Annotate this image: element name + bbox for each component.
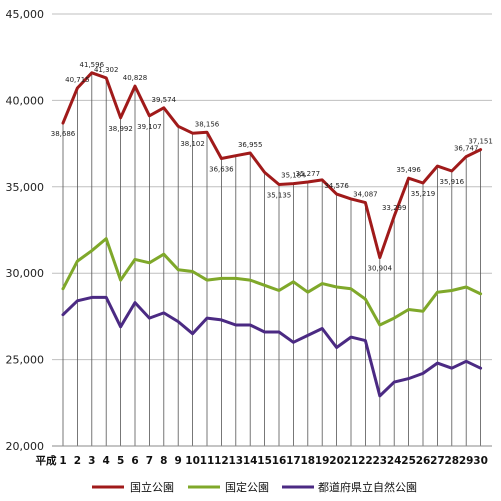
- legend-label-1: 国立公園: [130, 480, 174, 494]
- x-tick-label: 27: [430, 455, 445, 467]
- x-tick-label: 26: [416, 455, 431, 467]
- data-label: 34,087: [353, 191, 378, 199]
- x-tick-label: 29: [459, 455, 474, 467]
- x-tick-label: 21: [344, 455, 359, 467]
- x-tick-label: 22: [358, 455, 373, 467]
- x-tick-label: 4: [103, 455, 110, 467]
- series-line-3: [61, 295, 483, 398]
- data-label: 30,904: [368, 265, 393, 273]
- x-tick-label: 14: [243, 455, 258, 467]
- x-tick-label: 19: [315, 455, 330, 467]
- data-label: 40,715: [65, 76, 90, 84]
- legend-label-2: 国定公園: [225, 480, 269, 494]
- data-label: 35,496: [396, 166, 421, 174]
- x-tick-label: 25: [401, 455, 416, 467]
- x-tick-label: 15: [257, 455, 272, 467]
- y-tick-label: 25,000: [6, 354, 45, 367]
- x-tick-label: 24: [387, 455, 402, 467]
- x-tick-label: 10: [185, 455, 200, 467]
- data-label: 35,916: [440, 178, 465, 186]
- x-tick-label: 16: [272, 455, 287, 467]
- data-label: 36,636: [209, 166, 234, 174]
- y-tick-label: 45,000: [6, 8, 45, 21]
- data-label: 38,156: [195, 120, 220, 128]
- data-label: 38,102: [180, 140, 205, 148]
- x-tick-label: 11: [200, 455, 215, 467]
- data-label: 38,686: [51, 130, 76, 138]
- x-tick-label: 5: [117, 455, 124, 467]
- legend-label-3: 都道府県立自然公園: [318, 480, 417, 494]
- x-tick-label: 13: [228, 455, 243, 467]
- data-label: 35,184: [281, 172, 306, 180]
- data-label: 39,107: [137, 123, 162, 131]
- y-tick-label: 30,000: [6, 267, 45, 280]
- x-axis-prefix: 平成: [36, 454, 57, 467]
- x-tick-label: 23: [372, 455, 387, 467]
- x-tick-label: 2: [74, 455, 81, 467]
- y-tick-label: 35,000: [6, 181, 45, 194]
- x-tick-label: 3: [88, 455, 95, 467]
- x-tick-label: 1: [59, 455, 66, 467]
- data-label: 41,596: [80, 61, 105, 69]
- x-tick-label: 20: [329, 455, 344, 467]
- data-label: 37,151: [468, 138, 493, 146]
- x-tick-label: 12: [214, 455, 229, 467]
- x-tick-label: 7: [146, 455, 153, 467]
- y-tick-label: 40,000: [6, 94, 45, 107]
- x-tick-label: 18: [300, 455, 315, 467]
- data-label: 35,219: [411, 190, 436, 198]
- data-label: 40,828: [123, 74, 148, 82]
- data-label: 38,992: [108, 125, 133, 133]
- x-tick-label: 8: [160, 455, 167, 467]
- data-label: 35,135: [267, 191, 292, 199]
- series-line-1: [61, 71, 483, 260]
- data-label: 41,302: [94, 66, 119, 74]
- data-label: 33,299: [382, 204, 407, 212]
- y-tick-label: 20,000: [6, 440, 45, 453]
- data-label: 35,277: [296, 170, 321, 178]
- data-label: 34,576: [324, 182, 349, 190]
- data-label: 39,574: [152, 96, 177, 104]
- data-label: 36,955: [238, 141, 263, 149]
- x-tick-label: 28: [444, 455, 459, 467]
- x-tick-label: 17: [286, 455, 301, 467]
- x-tick-label: 6: [131, 455, 138, 467]
- x-tick-label: 9: [175, 455, 182, 467]
- x-tick-label: 30: [473, 455, 488, 467]
- data-label: 36,747: [454, 145, 479, 153]
- series-line-2: [61, 237, 483, 327]
